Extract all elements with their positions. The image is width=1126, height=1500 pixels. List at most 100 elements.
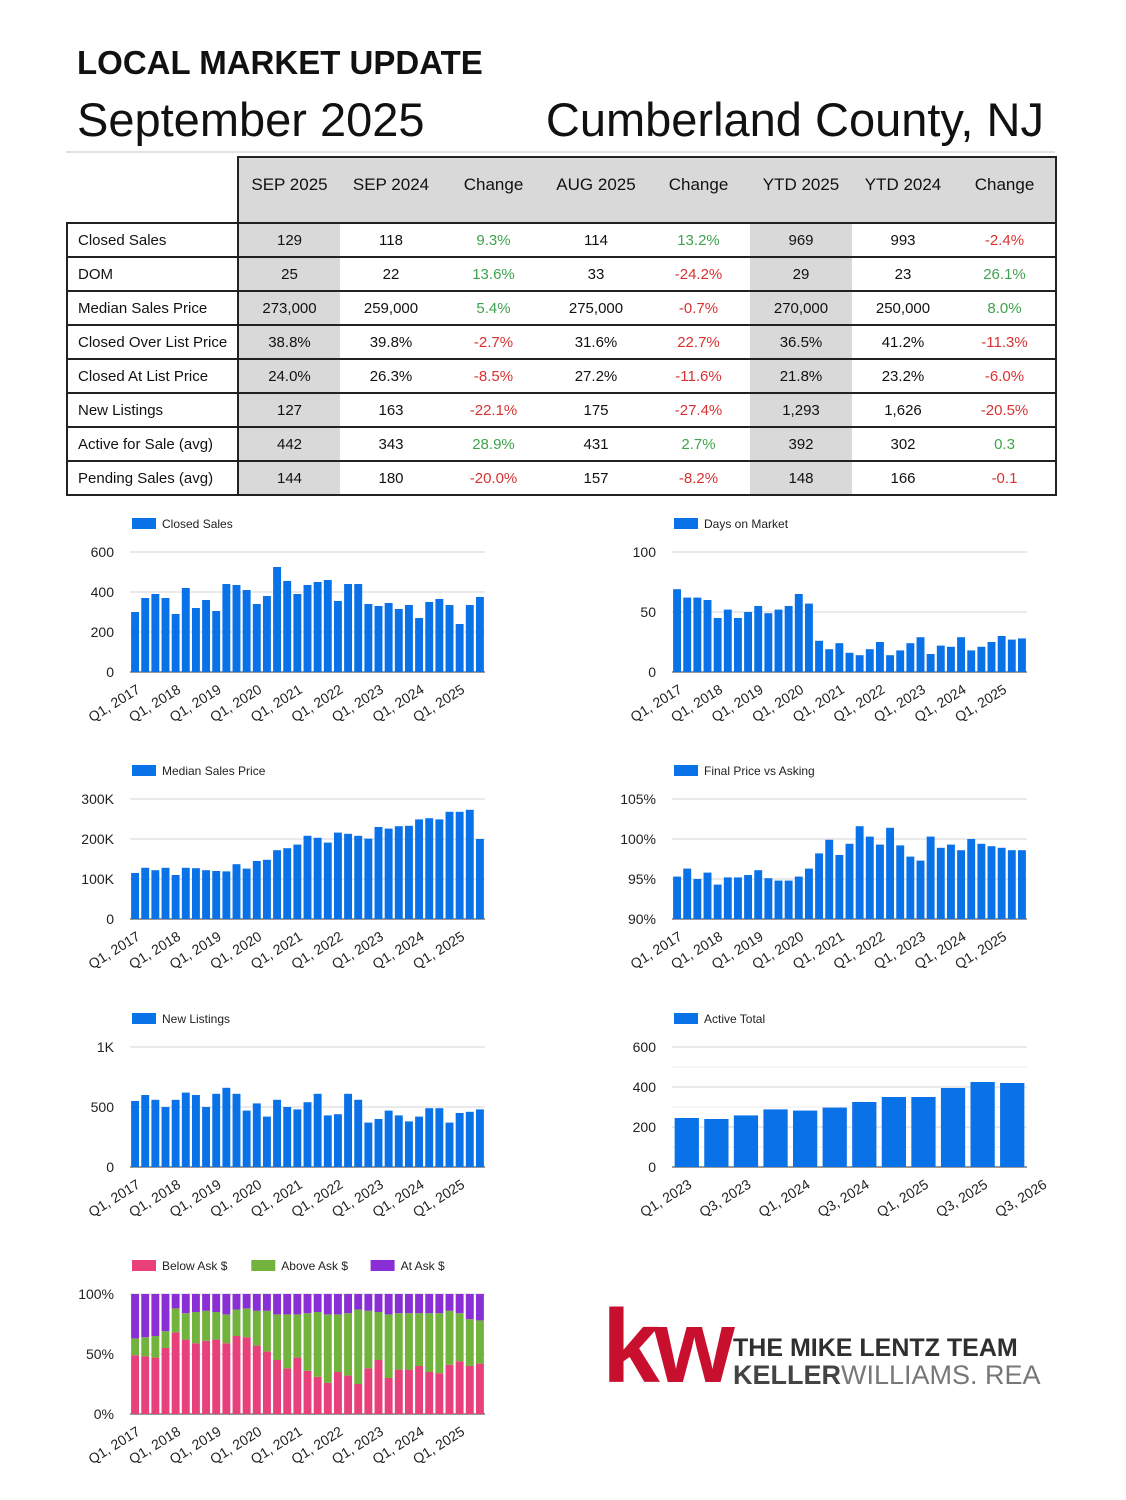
value-cell: 993 [852, 222, 954, 257]
bar [374, 1119, 383, 1167]
stats-row: Median Sales Price 273,000 259,000 5.4% 275,… [66, 290, 1057, 325]
bar [713, 618, 722, 672]
bar-at-ask- [252, 1294, 261, 1311]
bar-above-ask- [394, 1313, 403, 1370]
bar [455, 624, 464, 672]
bar-at-ask- [293, 1294, 302, 1315]
bar-at-ask- [141, 1294, 150, 1338]
value-cell: 25 [238, 256, 340, 291]
bar [252, 1103, 261, 1167]
bar-below-ask- [374, 1360, 383, 1414]
change-cell: -8.2% [647, 460, 750, 496]
bar-above-ask- [435, 1313, 444, 1374]
bar [252, 604, 261, 672]
bar [384, 603, 393, 672]
kw-logo-mark: kw THE MIKE LENTZ TEAM KELLERWILLIAMS. R… [602, 1289, 1088, 1405]
bar-below-ask- [364, 1368, 373, 1414]
bar [673, 589, 682, 672]
bar-below-ask- [313, 1376, 322, 1414]
header-blank [67, 157, 238, 223]
value-cell: 29 [750, 256, 852, 291]
value-cell: 175 [545, 392, 647, 427]
col-header: Change [647, 156, 750, 223]
bar [764, 878, 773, 919]
x-tick-label: Q3, 2023 [696, 1176, 754, 1220]
bar-above-ask- [425, 1313, 434, 1372]
change-cell: 28.9% [442, 426, 545, 461]
bar-at-ask- [465, 1294, 474, 1320]
bar [946, 646, 955, 672]
row-label: DOM [66, 256, 239, 291]
bar-below-ask- [202, 1340, 211, 1414]
value-cell: 36.5% [750, 324, 852, 359]
bar [141, 1095, 150, 1167]
value-cell: 39.8% [340, 324, 442, 359]
bar [232, 864, 241, 919]
bar [815, 853, 824, 919]
stats-row: Active for Sale (avg) 442 343 28.9% 431 2.7% 3… [66, 426, 1057, 461]
bar [283, 581, 292, 672]
bar [916, 637, 925, 672]
bar-above-ask- [242, 1308, 251, 1338]
bar [693, 597, 702, 672]
bar-below-ask- [252, 1345, 261, 1414]
bar [202, 870, 211, 919]
bar [293, 594, 302, 672]
y-tick-label: 200K [81, 831, 114, 847]
bar-below-ask- [242, 1337, 251, 1414]
bar [283, 848, 292, 919]
bar-at-ask- [232, 1294, 241, 1310]
bar [374, 827, 383, 919]
bar-below-ask- [303, 1370, 312, 1414]
x-tick-label: Q1, 2023 [637, 1176, 695, 1220]
bar [435, 819, 444, 919]
bar-below-ask- [151, 1357, 160, 1414]
bar [161, 1107, 170, 1167]
bar [415, 618, 424, 672]
value-cell: 144 [238, 460, 340, 496]
row-label: Closed Over List Price [66, 324, 239, 359]
bar [957, 850, 966, 919]
bar-above-ask- [364, 1310, 373, 1369]
bar [222, 584, 231, 672]
bar-at-ask- [425, 1294, 434, 1314]
bar-at-ask- [212, 1294, 221, 1312]
bar [896, 650, 905, 672]
bar [131, 1101, 140, 1167]
y-tick-label: 0 [648, 664, 656, 680]
bar-below-ask- [171, 1332, 180, 1414]
stats-body: Closed Sales 129 118 9.3% 114 13.2% 969 993 -2.4… [66, 222, 1057, 496]
x-tick-label: Q3, 2024 [815, 1176, 873, 1220]
bar [364, 1122, 373, 1167]
change-cell: -0.1 [954, 460, 1057, 496]
value-cell: 1,293 [750, 392, 852, 427]
bar-below-ask- [435, 1373, 444, 1414]
bar-above-ask- [344, 1313, 353, 1376]
bar [733, 877, 742, 919]
bar-below-ask- [323, 1382, 332, 1414]
bar-at-ask- [374, 1294, 383, 1312]
value-cell: 41.2% [852, 324, 954, 359]
bar [404, 605, 413, 672]
value-cell: 127 [238, 392, 340, 427]
bar [835, 643, 844, 672]
bar [344, 833, 353, 919]
value-cell: 129 [238, 222, 340, 257]
bar [303, 1102, 312, 1167]
bar-above-ask- [404, 1313, 413, 1370]
bar-below-ask- [232, 1336, 241, 1414]
legend-swatch [132, 1260, 156, 1271]
bar [906, 643, 915, 672]
y-tick-label: 90% [628, 911, 656, 927]
change-cell: 13.2% [647, 222, 750, 257]
value-cell: 969 [750, 222, 852, 257]
brand-light: WILLIAMS. REALTY [841, 1360, 1042, 1390]
bar-below-ask- [181, 1339, 190, 1414]
bar [171, 875, 180, 919]
bar [852, 1102, 877, 1167]
stats-header: SEP 2025 SEP 2024 Change AUG 2025 Change… [67, 156, 1057, 223]
bar [242, 868, 251, 919]
team-name: THE MIKE LENTZ TEAM [733, 1334, 1018, 1362]
bar [252, 861, 261, 919]
bar [131, 873, 140, 919]
